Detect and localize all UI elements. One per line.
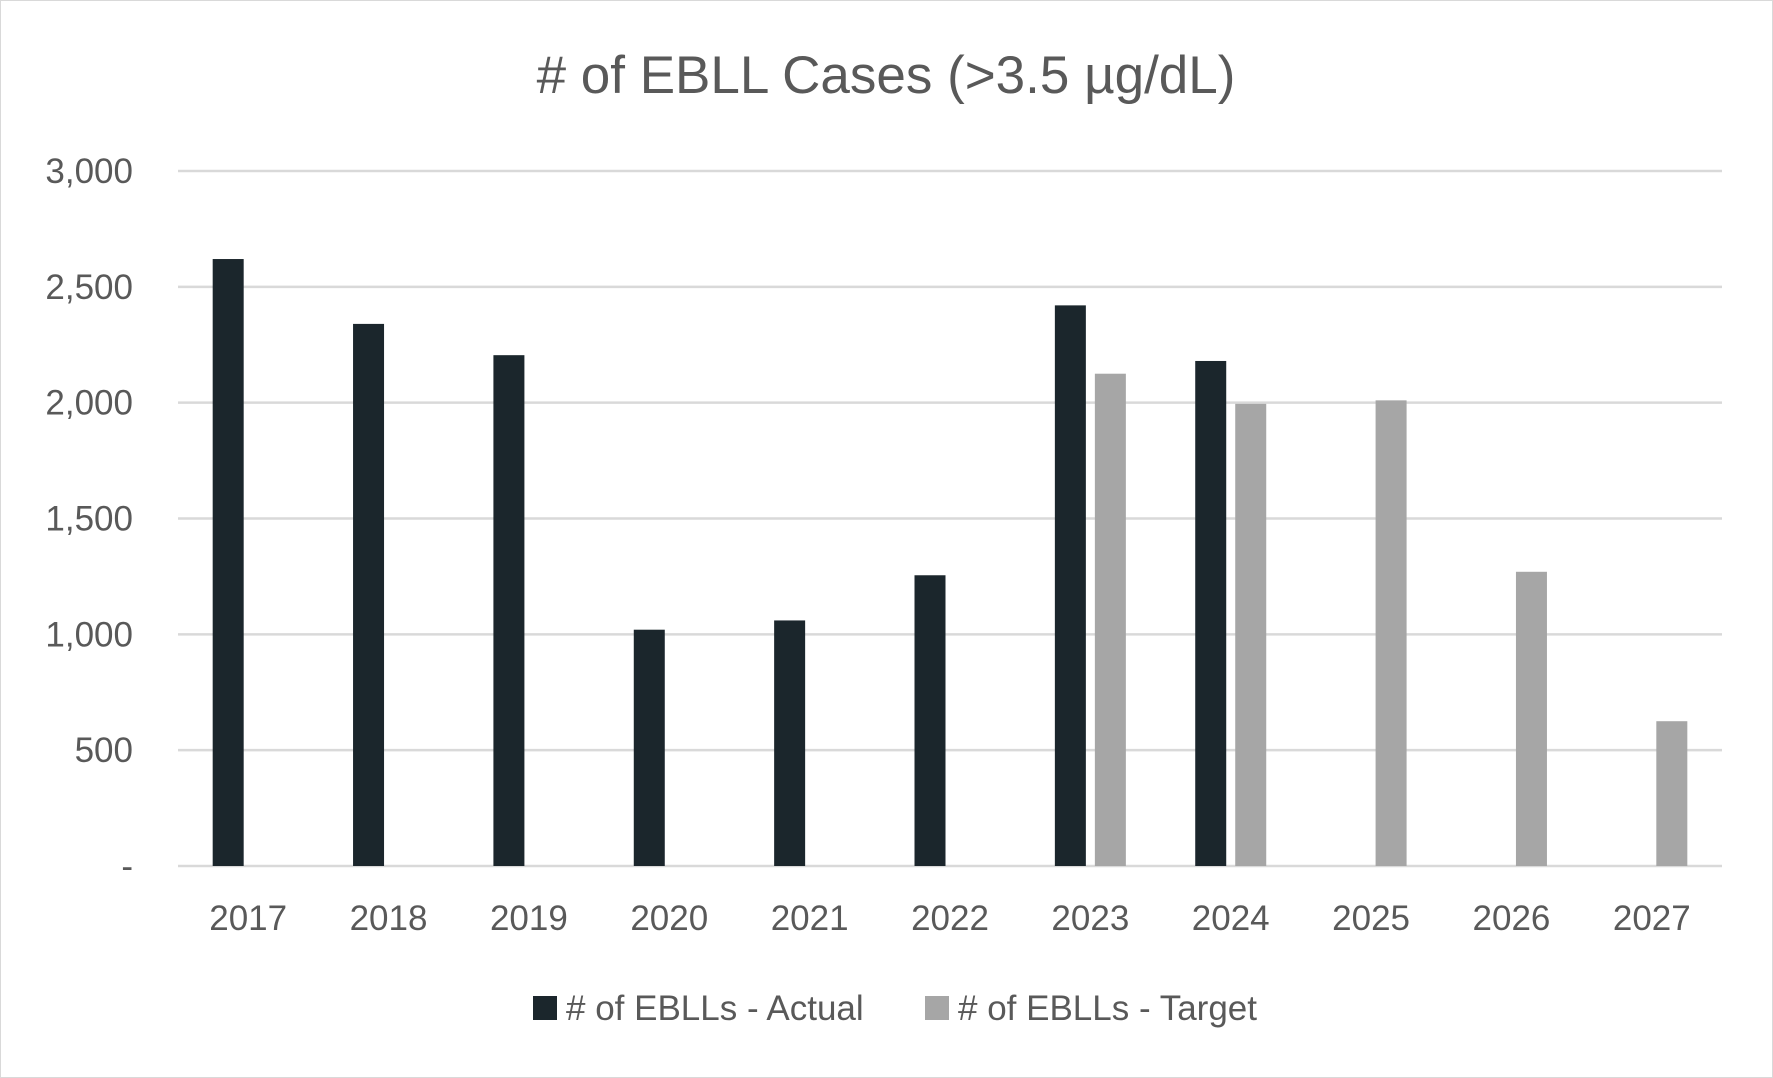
gridlines (178, 169, 1722, 868)
bars (212, 259, 1688, 866)
bar-target-2026 (1515, 571, 1547, 866)
bar-actual-2022 (914, 575, 946, 866)
bar-actual-2017 (212, 259, 244, 866)
bar-actual-2024 (1195, 360, 1227, 866)
legend-label-target: # of EBLLs - Target (958, 989, 1257, 1028)
y-tick-label: 3,000 (45, 152, 133, 191)
x-tick-label: 2023 (1051, 899, 1129, 938)
bar-actual-2021 (774, 620, 806, 866)
x-tick-label: 2027 (1613, 899, 1691, 938)
x-tick-label: 2022 (911, 899, 989, 938)
chart-title: # of EBLL Cases (>3.5 µg/dL) (537, 46, 1236, 105)
bar-target-2025 (1375, 400, 1407, 866)
x-tick-label: 2018 (350, 899, 428, 938)
y-tick-label: - (121, 847, 133, 886)
bar-actual-2018 (353, 323, 385, 866)
x-axis-ticks: 2017 2018 2019 2020 2021 2022 2023 2024 2025 2026… (209, 899, 1691, 938)
x-tick-label: 2020 (630, 899, 708, 938)
x-tick-label: 2026 (1473, 899, 1551, 938)
x-tick-label: 2021 (771, 899, 849, 938)
y-tick-label: 1,000 (45, 615, 133, 654)
x-tick-label: 2019 (490, 899, 568, 938)
x-tick-label: 2017 (209, 899, 287, 938)
bar-target-2027 (1656, 721, 1688, 866)
bar-actual-2020 (633, 629, 665, 866)
y-tick-label: 500 (75, 731, 133, 770)
bar-actual-2019 (493, 355, 525, 866)
bar-target-2024 (1235, 403, 1267, 866)
x-tick-label: 2025 (1332, 899, 1410, 938)
y-axis-ticks: - 500 1,000 1,500 2,000 2,500 3,000 (45, 152, 133, 886)
bar-actual-2023 (1054, 305, 1086, 866)
y-tick-label: 2,000 (45, 384, 133, 423)
legend-label-actual: # of EBLLs - Actual (566, 989, 864, 1028)
legend: # of EBLLs - Actual # of EBLLs - Target (533, 989, 1257, 1028)
legend-swatch-target (925, 996, 949, 1020)
legend-swatch-actual (533, 996, 557, 1020)
y-tick-label: 1,500 (45, 500, 133, 539)
y-tick-label: 2,500 (45, 268, 133, 307)
bar-target-2023 (1094, 373, 1126, 866)
x-tick-label: 2024 (1192, 899, 1270, 938)
